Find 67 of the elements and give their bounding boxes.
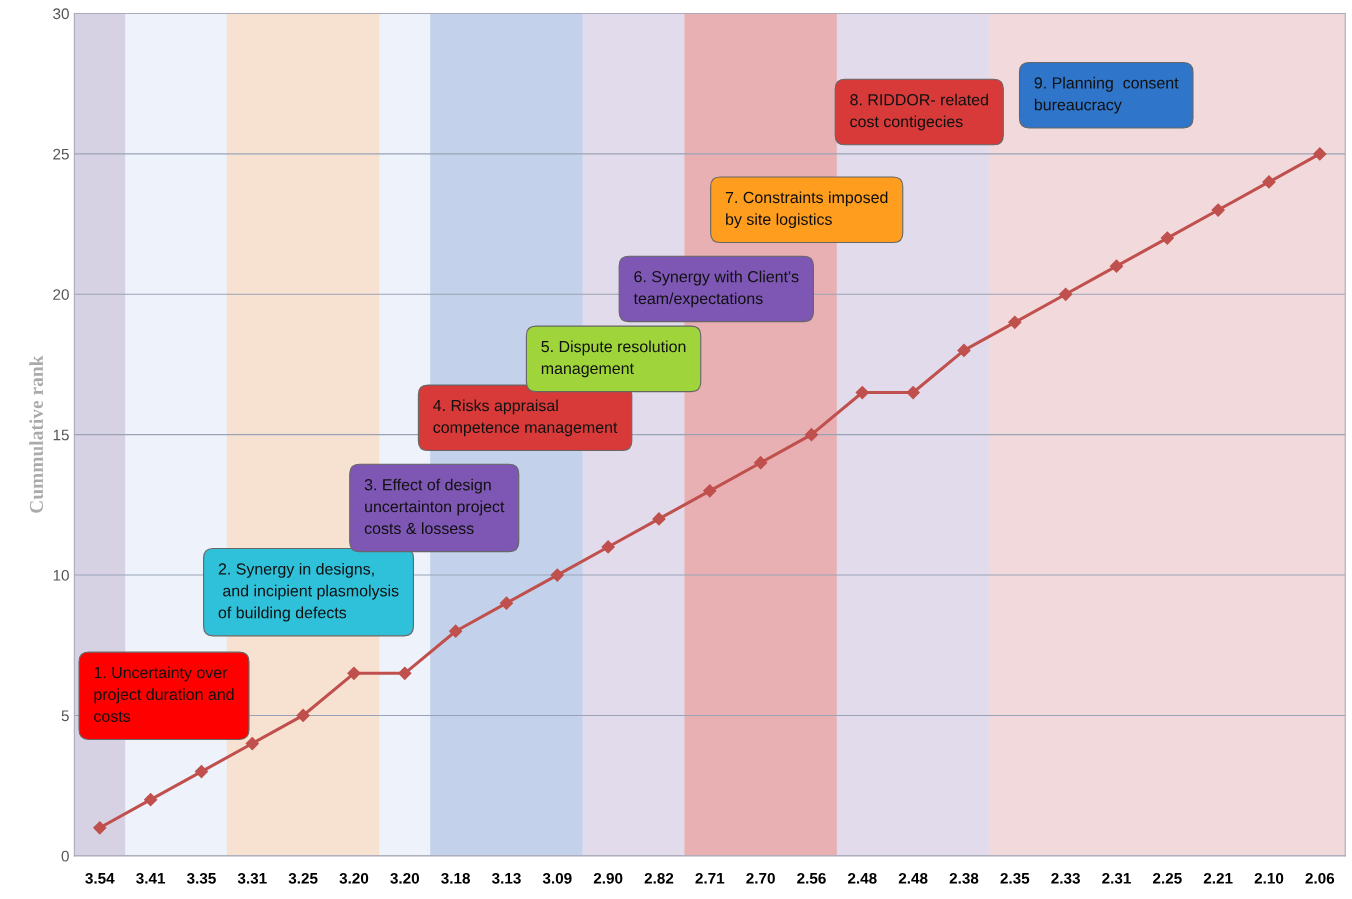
- point: [855, 385, 869, 400]
- y-tick-label: 15: [53, 429, 69, 441]
- annotation: 1. Uncertainty over project duration and costs: [94, 666, 234, 722]
- point: [754, 456, 768, 470]
- annotation: 2. Synergy in designs, and incipient plasmolysis of building defects: [218, 562, 399, 622]
- point: [347, 666, 361, 680]
- annotation: 5. Dispute resolution management: [541, 340, 686, 378]
- x-tick-label: 2.82: [644, 872, 674, 884]
- y-axis-title: Cummulative rank: [29, 355, 44, 513]
- x-tick-label: 2.25: [1152, 872, 1182, 884]
- point: [1211, 203, 1225, 217]
- x-tick-label: 2.21: [1203, 872, 1233, 884]
- x-tick-label: 2.90: [593, 872, 623, 884]
- x-tick-label: 3.35: [186, 872, 216, 884]
- point: [1313, 147, 1327, 161]
- annotation: 8. RIDDOR- related cost contigecies: [850, 93, 988, 131]
- point: [906, 385, 920, 400]
- point: [144, 793, 158, 807]
- point: [93, 821, 107, 835]
- point: [652, 512, 666, 526]
- point: [957, 343, 971, 358]
- point: [703, 484, 717, 498]
- x-tick-label: 2.35: [1000, 872, 1030, 884]
- x-tick-label: 3.54: [85, 872, 115, 884]
- point: [1262, 175, 1276, 189]
- x-tick-label: 2.48: [847, 872, 877, 884]
- point: [1059, 287, 1073, 301]
- point: [804, 428, 819, 442]
- annotation: 6. Synergy with Client's team/expectations: [633, 270, 799, 308]
- point: [1160, 231, 1174, 245]
- x-tick-label: 2.70: [746, 872, 775, 884]
- x-tick-label: 2.71: [695, 872, 725, 884]
- y-tick-label: 20: [53, 289, 69, 300]
- point: [601, 540, 615, 554]
- x-tick-label: 2.31: [1102, 872, 1131, 884]
- x-tick-label: 3.41: [136, 872, 166, 884]
- x-tick-label: 2.38: [949, 872, 979, 884]
- point: [245, 736, 259, 751]
- x-tick-label: 3.20: [390, 872, 420, 884]
- point: [449, 624, 463, 638]
- x-tick-label: 3.25: [288, 872, 318, 884]
- y-tick-label: 5: [61, 710, 69, 722]
- annotation: 9. Planning consent bureaucracy: [1034, 76, 1179, 114]
- x-tick-label: 3.13: [491, 872, 521, 884]
- x-tick-label: 3.31: [237, 872, 267, 884]
- annotation: 4. Risks appraisal competence management: [433, 399, 618, 437]
- y-tick-label: 10: [53, 569, 69, 581]
- x-tick-label: 3.09: [542, 872, 572, 884]
- x-tick-label: 2.06: [1305, 872, 1335, 884]
- x-tick-label: 3.18: [441, 872, 471, 884]
- x-tick-label: 2.33: [1051, 872, 1080, 884]
- point: [499, 596, 514, 610]
- point: [296, 708, 310, 723]
- annotation: 7. Constraints imposed by site logistics: [725, 191, 888, 229]
- point: [1008, 315, 1022, 329]
- point: [1109, 259, 1124, 273]
- x-tick-label: 2.48: [898, 872, 928, 884]
- x-tick-label: 3.20: [339, 872, 369, 884]
- x-tick-label: 2.56: [797, 872, 826, 884]
- annotation: 3. Effect of design uncertainton project costs & lossess: [364, 478, 505, 535]
- point: [194, 765, 209, 779]
- y-tick-label: 25: [53, 148, 69, 160]
- point: [398, 666, 412, 680]
- y-tick-label: 0: [61, 850, 69, 862]
- x-tick-label: 2.10: [1254, 872, 1284, 884]
- point: [550, 568, 564, 582]
- y-tick-label: 30: [53, 8, 69, 20]
